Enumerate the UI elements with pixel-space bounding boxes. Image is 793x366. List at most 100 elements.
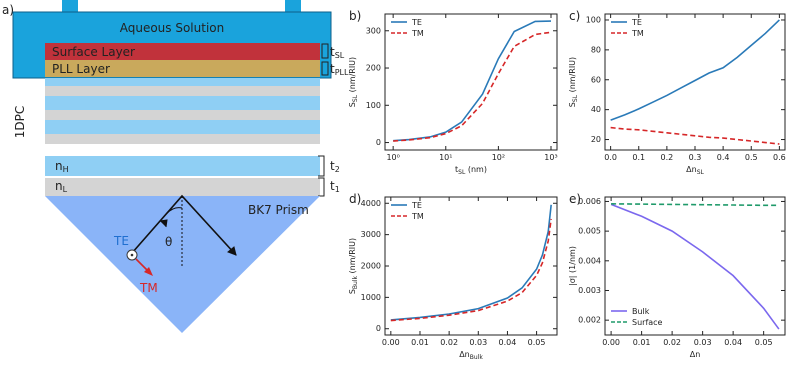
y-tick-label: 1000 xyxy=(361,293,381,302)
y-tick-label: 2000 xyxy=(361,262,381,271)
t: t xyxy=(330,159,335,173)
x-tick-label: 0.6 xyxy=(773,153,786,162)
ray xyxy=(131,194,237,256)
legend-label: TM xyxy=(411,212,424,221)
prism-label: BK7 Prism xyxy=(248,203,309,217)
plot-frame xyxy=(384,196,558,336)
label-part: (nm) xyxy=(465,165,487,174)
legend-label: Surface xyxy=(632,318,663,327)
legend-label: TM xyxy=(631,29,644,38)
y-tick-label: 100 xyxy=(586,15,601,24)
label-part: (nm/RIU) xyxy=(568,57,577,95)
x-tick-label: 0.00 xyxy=(602,338,620,347)
sub: SL xyxy=(335,51,345,60)
diagram: a) Aqueous Solution Surface Layer PLL La… xyxy=(2,0,349,333)
x-tick-label: 0.03 xyxy=(469,338,487,347)
sub: L xyxy=(63,185,68,194)
layer-h xyxy=(45,120,320,134)
layer-h xyxy=(45,156,320,176)
x-tick-label: 10² xyxy=(492,153,505,162)
y-tick-label: 80 xyxy=(591,45,601,54)
legend-label: TE xyxy=(411,201,422,210)
theta-label: θ xyxy=(165,235,172,249)
t-pll-label: tPLL xyxy=(330,62,349,77)
x-tick-label: 10¹ xyxy=(439,153,452,162)
y-tick-label: 60 xyxy=(591,75,601,84)
t: t xyxy=(330,62,335,76)
stack xyxy=(45,78,320,196)
sub: PLL xyxy=(335,68,349,77)
layer-h xyxy=(45,78,320,86)
y-tick-label: 40 xyxy=(591,105,601,114)
y-axis-label: |σ| (1/nm) xyxy=(568,246,577,286)
angle-arc xyxy=(165,207,183,215)
x-tick-label: 10⁰ xyxy=(386,153,399,162)
plot-frame xyxy=(384,13,558,151)
series-line xyxy=(393,31,552,142)
x-tick-label: 0.02 xyxy=(440,338,458,347)
sub: 2 xyxy=(335,165,340,174)
panel-label: c) xyxy=(569,9,580,23)
layer-l xyxy=(45,178,320,196)
bracket xyxy=(321,43,329,59)
y-tick-label: 0 xyxy=(376,138,381,147)
series-line xyxy=(610,203,780,330)
y-tick-label: 20 xyxy=(591,135,601,144)
crystal-label: 1DPC xyxy=(13,106,27,139)
solution-label: Aqueous Solution xyxy=(120,21,225,35)
label-part: SL xyxy=(458,169,466,176)
legend-label: TE xyxy=(631,18,642,27)
x-tick-label: 10³ xyxy=(544,153,557,162)
x-tick-label: 0.00 xyxy=(382,338,400,347)
panel-label: d) xyxy=(349,192,361,206)
y-tick-label: 0.005 xyxy=(578,227,601,236)
x-tick-label: 0.3 xyxy=(689,153,702,162)
label-part: Δn xyxy=(686,165,697,174)
bracket xyxy=(318,155,325,197)
x-tick-label: 0.4 xyxy=(717,153,730,162)
t: t xyxy=(330,179,335,193)
tm-arrowhead xyxy=(144,267,153,276)
y-tick-label: 200 xyxy=(366,64,381,73)
t: t xyxy=(330,45,335,59)
t-sl-label: tSL xyxy=(330,45,345,60)
y-axis-label: SSL (nm/RIU) xyxy=(348,57,359,107)
label-part: S xyxy=(568,102,577,107)
layer-h xyxy=(45,96,320,110)
y-tick-label: 0 xyxy=(376,324,381,333)
y-tick-label: 100 xyxy=(366,101,381,110)
label-part: SL xyxy=(572,94,579,102)
x-tick-label: 0.03 xyxy=(694,338,712,347)
te-dot xyxy=(130,253,134,257)
x-axis-label: tSL (nm) xyxy=(455,165,487,176)
label-part: (nm/RIU) xyxy=(348,57,357,95)
y-tick-label: 0.003 xyxy=(578,286,601,295)
surface-layer xyxy=(45,43,320,60)
x-axis-label: ΔnSL xyxy=(686,165,704,176)
label-part: SL xyxy=(697,169,705,176)
t2-label: t2 xyxy=(330,159,340,174)
x-axis-label: Δn xyxy=(690,350,701,359)
t1-label: t1 xyxy=(330,179,340,194)
x-tick-label: 0.01 xyxy=(633,338,651,347)
arrowheads xyxy=(159,219,237,256)
bracket xyxy=(321,61,329,76)
label-part: SL xyxy=(352,94,359,102)
x-tick-label: 0.04 xyxy=(724,338,742,347)
layer-l xyxy=(45,110,320,120)
panel-label: b) xyxy=(349,9,361,23)
x-tick-label: 0.1 xyxy=(632,153,645,162)
series-line xyxy=(611,203,779,207)
y-tick-label: 0.004 xyxy=(578,256,601,265)
label-part: t xyxy=(455,165,458,174)
surface-layer-label: Surface Layer xyxy=(52,45,135,59)
pll-layer xyxy=(45,60,320,77)
layer-l xyxy=(45,86,320,96)
y-axis-label: SBulk (nm/RIU) xyxy=(348,238,359,294)
outlet xyxy=(285,0,301,14)
label-part: Bulk xyxy=(470,354,484,361)
panel-label: e) xyxy=(569,192,581,206)
x-tick-label: 0.01 xyxy=(411,338,429,347)
n-h-label: nH xyxy=(55,159,69,174)
x-tick-label: 0.2 xyxy=(661,153,674,162)
